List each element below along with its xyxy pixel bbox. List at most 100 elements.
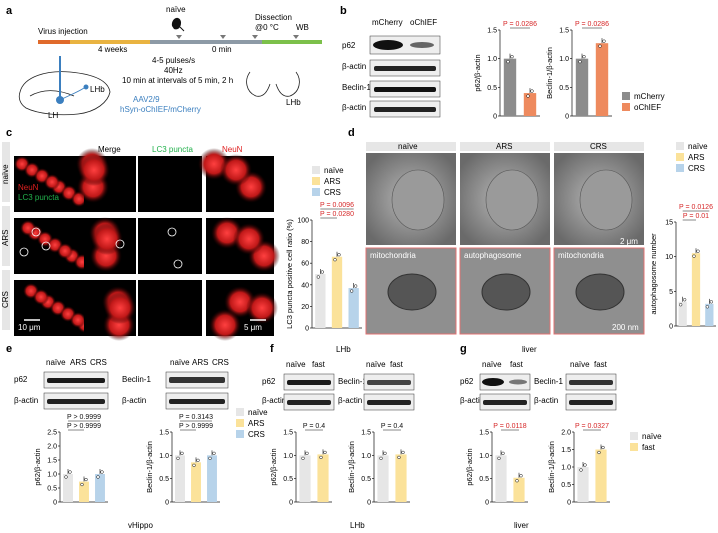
d-bottom-2: mitochondria [558, 251, 604, 260]
row-tab-crs [2, 270, 10, 330]
y-tick-label: 0 [165, 500, 169, 507]
y-tick-label: 0 [485, 500, 489, 507]
g-blot1-row-1: β-actin [460, 396, 484, 405]
data-point [602, 39, 606, 43]
chart-b-beclin: 0 0.5 1.0 1.5 Beclin-1/β-actin P = 0.0286 [545, 21, 612, 121]
bar [79, 481, 89, 502]
d-col-tab-2 [554, 142, 644, 151]
e-blot1-col-0: naïve [46, 358, 66, 367]
neun-cell [220, 154, 252, 186]
y-tick-label: 1.5 [559, 28, 569, 35]
micrograph-grid [14, 148, 280, 341]
f-col-1a: fast [312, 360, 326, 369]
overlay-lc3: LC3 puncta [18, 193, 59, 202]
neun-cell [20, 220, 36, 236]
data-point [319, 455, 323, 460]
em-nucleus [579, 169, 633, 231]
data-point [337, 253, 341, 257]
e-blot2-row-1: β-actin [122, 396, 146, 405]
bar [317, 454, 329, 502]
e-blot1-row-0: p62 [14, 375, 28, 384]
e-blot2-col-0: naïve [170, 358, 190, 367]
data-point [176, 456, 180, 460]
y-tick-label: 1.0 [47, 472, 57, 479]
panel-d-letter: d [348, 127, 355, 139]
data-point [692, 254, 696, 258]
chart-f-beclin: 0 0.5 1.0 1.5 Beclin-1/β-actin P = 0.4 [347, 423, 410, 507]
p-value-label: P = 0.0286 [503, 21, 537, 28]
data-point [180, 451, 184, 455]
scale-big: 10 μm [18, 323, 41, 332]
band [569, 400, 613, 405]
em-grid [365, 153, 645, 335]
lhb-slice-label: LHb [286, 98, 301, 107]
row-ars: ARS [1, 230, 10, 246]
bar [691, 253, 701, 326]
p-value-label: P = 0.01 [683, 213, 709, 220]
row-tab-ars [2, 206, 10, 266]
lh-label: LH [48, 111, 58, 120]
panel-g-letter: g [460, 343, 467, 355]
data-point [583, 463, 587, 467]
micrograph-tile [138, 218, 202, 274]
p-value-label: P = 0.3143 [179, 414, 213, 421]
p-value-label: P = 0.4 [303, 423, 325, 430]
scale-small: 5 μm [244, 323, 262, 332]
legend-swatch-mcherry [622, 92, 630, 100]
lc3-punctum-marker [19, 247, 29, 257]
legend-e-naive: naïve [248, 408, 268, 417]
legend-e-ars: ARS [248, 419, 264, 428]
bar [331, 256, 343, 328]
y-tick-label: 2.5 [47, 430, 57, 437]
y-tick-label: 0 [567, 500, 571, 507]
bar [377, 455, 389, 502]
panel-f-letter: f [270, 343, 274, 355]
y-tick-label: 1.5 [47, 458, 57, 465]
y-tick-label: 0.5 [479, 476, 489, 483]
weeks-label: 4 weeks [98, 45, 127, 54]
col-neun: NeuN [222, 145, 243, 154]
bar [207, 455, 217, 502]
row-crs: CRS [1, 291, 10, 308]
chart-e-p62: 0 0.5 1.0 1.5 2.0 2.5 p62/β-actin P > 0.9999 P >… [33, 414, 108, 507]
panel-c-letter: c [6, 127, 12, 139]
col-lc3: LC3 puncta [152, 145, 193, 154]
data-point [530, 89, 534, 93]
band [483, 400, 527, 405]
p-value-label: P > 0.9999 [179, 423, 213, 430]
legend-swatch-d-ars [676, 153, 684, 161]
data-point [383, 451, 387, 455]
p-value-label: P = 0.0126 [679, 204, 713, 211]
brain-slice-icon [246, 71, 300, 97]
p-value-label: P = 0.0118 [493, 423, 527, 430]
panel-f: f LHb naïve fast naïve fast p62 β-actin … [262, 343, 415, 530]
lc3-punctum-marker [115, 239, 125, 249]
timeline-stim [150, 40, 262, 44]
row-tab-naive [2, 142, 10, 202]
neun-cell [104, 292, 136, 324]
band [410, 42, 434, 48]
data-point [709, 300, 713, 304]
em-organelle [387, 273, 437, 311]
timeline-wb [262, 40, 322, 44]
e-blot2-row-0: Beclin-1 [122, 375, 151, 384]
e-blot1-col-2: CRS [90, 358, 107, 367]
band [169, 377, 225, 383]
legend-label-ochief: oChIEF [634, 103, 661, 112]
panel-b-letter: b [340, 5, 347, 17]
timeline-markers [176, 35, 299, 39]
data-point [598, 44, 602, 48]
y-tick-label: 1.0 [361, 453, 371, 460]
y-tick-label: 0.5 [47, 486, 57, 493]
p-value-label: P = 0.4 [381, 423, 403, 430]
data-point [705, 305, 709, 309]
chart-e-beclin: 0 0.5 1.0 1.5 Beclin-1/β-actin P > 0.9999 P = … [145, 414, 220, 507]
bar [577, 467, 589, 502]
chart-g-beclin: 0 0.5 1.0 1.5 2.0 Beclin-1/β-actin P = 0.0327 [547, 423, 610, 507]
data-point [497, 456, 501, 460]
bar [315, 274, 326, 328]
data-point [526, 94, 530, 98]
e-blot1-col-1: ARS [70, 358, 86, 367]
bar [299, 455, 311, 502]
y-tick-label: 0 [493, 114, 497, 121]
